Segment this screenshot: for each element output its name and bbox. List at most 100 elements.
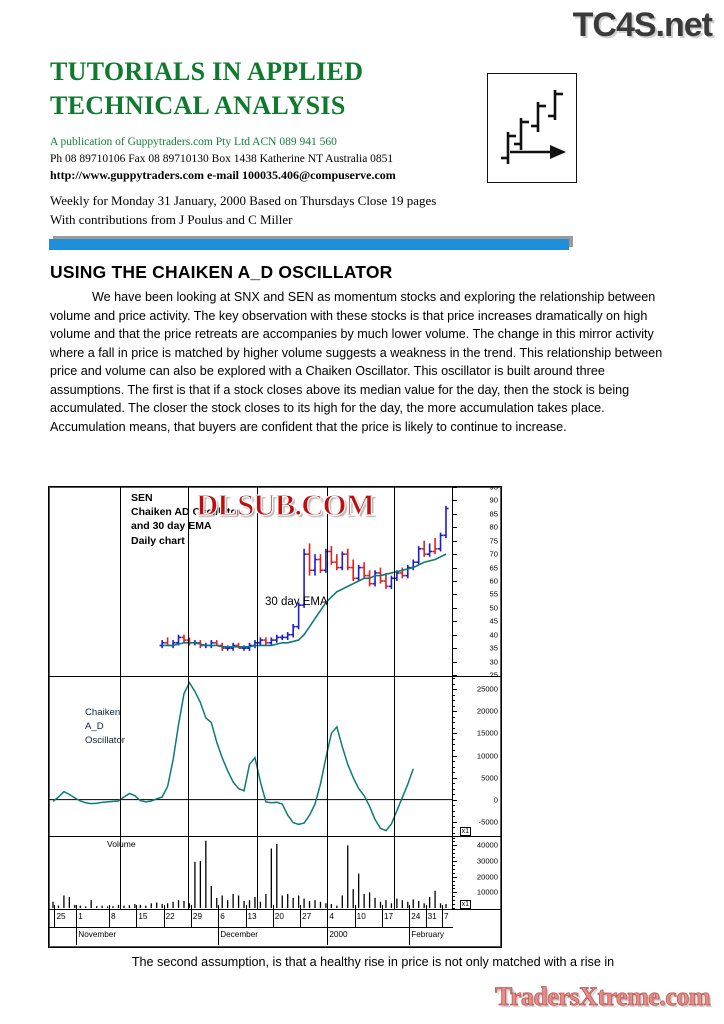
title-line-1: TUTORIALS IN APPLIED: [50, 57, 364, 86]
date-separator: [442, 909, 443, 927]
ema-annotation: 30 day EMA: [265, 596, 328, 608]
date-minor-tick: [381, 905, 383, 909]
axis-minor-tick: [453, 837, 455, 839]
axis-minor-tick: [453, 749, 455, 751]
date-separator: [245, 909, 247, 927]
oscillator-label-line-1: Chaiken: [85, 707, 121, 718]
axis-tick: [453, 634, 457, 636]
date-separator: [136, 909, 138, 927]
grid-line: [393, 487, 395, 676]
grid-line: [188, 487, 190, 676]
date-tick-label: 29: [192, 912, 203, 921]
axis-tick: [453, 487, 457, 488]
axis-tick: [453, 594, 457, 596]
date-tick-label: 1: [78, 912, 83, 921]
issue-info: Weekly for Monday 31 January, 2000 Based…: [50, 192, 570, 230]
volume-y-axis: 40000 30000 20000 10000 x1: [453, 836, 501, 909]
volume-panel: Volume 40000 30000 20000 10000 x1: [49, 836, 501, 910]
axis-tick-label: 0: [493, 795, 498, 805]
axis-tick-label: 30: [489, 657, 498, 667]
axis-tick-label: 85: [489, 509, 498, 519]
date-tick-label: 7: [444, 912, 449, 921]
sen-chaiken-chart[interactable]: 95 90 85 80 75 70 65 60 55 50 45 40 35 30 25 Chaiken A_…: [48, 486, 502, 948]
axis-tick: [453, 799, 457, 801]
axis-minor-tick: [453, 810, 455, 812]
grid-line: [256, 836, 258, 909]
axis-minor-tick: [453, 908, 455, 909]
axis-tick-label: 15000: [476, 728, 498, 738]
month-row: November December 2000 February: [49, 927, 453, 945]
publisher-info: A publication of Guppytraders.com Pty Lt…: [50, 134, 490, 185]
site-brand-watermark: TC4S.net: [572, 6, 713, 44]
axis-tick: [453, 567, 457, 569]
grid-line: [327, 676, 329, 836]
chart-title-line-4: Daily chart: [131, 534, 185, 547]
axis-minor-tick: [453, 821, 455, 823]
contributors-line: With contributions from J Poulus and C M…: [50, 211, 293, 227]
volume-plot-area: Volume: [49, 836, 453, 909]
axis-minor-tick: [453, 788, 455, 790]
axis-tick: [453, 821, 457, 823]
axis-minor-tick: [453, 900, 455, 902]
axis-tick-label: 20000: [476, 706, 498, 716]
axis-tick: [453, 513, 457, 515]
axis-minor-tick: [453, 738, 455, 740]
axis-minor-tick: [453, 872, 455, 874]
date-separator: [190, 909, 192, 927]
axis-minor-tick: [453, 777, 455, 779]
axis-minor-tick: [453, 896, 455, 898]
axis-minor-tick: [453, 744, 455, 746]
axis-tick: [453, 648, 457, 650]
axis-minor-tick: [453, 705, 455, 707]
axis-minor-tick: [453, 876, 455, 878]
axis-tick-label: 10000: [476, 887, 498, 897]
axis-minor-tick: [453, 888, 455, 890]
grid-line: [327, 487, 329, 676]
volume-label: Volume: [107, 839, 136, 849]
month-separator: [76, 927, 78, 945]
axis-tick-label: 35: [489, 643, 498, 653]
date-minor-tick: [354, 905, 356, 909]
axis-tick-label: 40: [489, 630, 498, 640]
date-minor-tick: [300, 905, 302, 909]
axis-minor-tick: [453, 783, 455, 785]
date-minor-tick: [136, 905, 138, 909]
axis-minor-tick: [453, 849, 455, 851]
date-tick-label: 6: [220, 912, 225, 921]
grid-line: [256, 487, 258, 676]
chart-title-line-3: and 30 day EMA: [131, 520, 212, 533]
dlsub-watermark: DLSUB.COM: [195, 486, 375, 522]
axis-minor-tick: [453, 766, 455, 768]
date-tick-label: 13: [247, 912, 257, 921]
month-label: 2000: [329, 930, 348, 939]
date-tick-label: 24: [411, 912, 421, 921]
date-separator: [409, 909, 411, 927]
web-email-line[interactable]: http://www.guppytraders.com e-mail 10003…: [50, 168, 396, 183]
axis-tick-label: 50: [489, 603, 498, 613]
date-tick-label: 17: [383, 912, 394, 921]
date-tick-label: 10: [356, 912, 366, 921]
date-minor-tick: [54, 905, 56, 909]
axis-minor-tick: [453, 761, 455, 763]
issue-line: Weekly for Monday 31 January, 2000 Based…: [50, 193, 437, 208]
axis-tick-label: 60: [489, 576, 498, 586]
date-minor-tick: [76, 905, 78, 909]
oscillator-label-line-3: Oscillator: [85, 734, 125, 746]
month-label: December: [220, 930, 258, 939]
date-minor-tick: [218, 905, 220, 909]
axis-tick: [453, 607, 457, 609]
axis-minor-tick: [453, 733, 455, 735]
axis-minor-tick: [453, 678, 455, 680]
date-tick-label: 27: [302, 912, 312, 921]
date-separator: [163, 909, 165, 927]
date-separator: [109, 909, 111, 927]
grid-line: [393, 836, 395, 909]
axis-minor-tick: [453, 857, 455, 859]
axis-tick-label: 40000: [476, 840, 498, 850]
axis-tick: [453, 861, 457, 863]
axis-minor-tick: [453, 904, 455, 906]
oscillator-panel: Chaiken A_D Oscillator 25000 20000 15000 1000…: [49, 676, 501, 837]
grid-line: [327, 836, 329, 909]
axis-tick-label: 10000: [476, 751, 498, 760]
axis-minor-tick: [453, 711, 455, 713]
